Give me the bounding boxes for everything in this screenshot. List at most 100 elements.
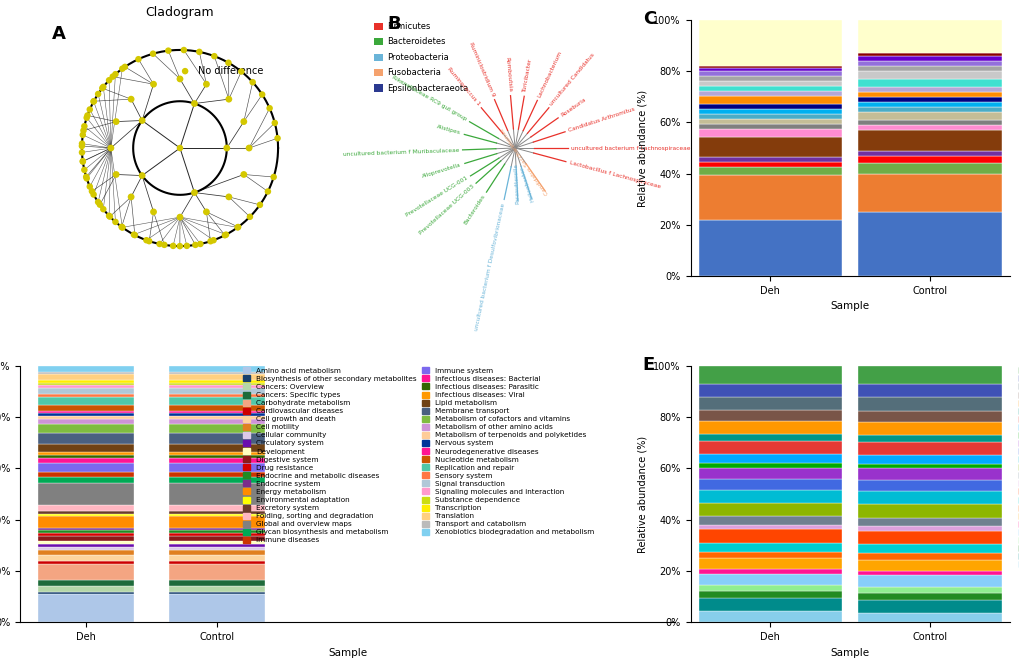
Point	[73, 141, 90, 152]
Bar	[698, 543, 842, 551]
Point	[151, 239, 167, 250]
Point	[198, 207, 214, 217]
Bar	[168, 581, 264, 586]
Point	[133, 170, 150, 181]
Point	[240, 143, 257, 154]
Bar	[698, 104, 842, 109]
Bar	[857, 469, 1001, 479]
Bar	[857, 410, 1001, 422]
Bar	[857, 553, 1001, 560]
X-axis label: Sample: Sample	[829, 301, 869, 312]
Point	[78, 113, 95, 123]
Text: B: B	[386, 15, 400, 32]
Bar	[857, 479, 1001, 491]
Text: E: E	[642, 355, 654, 373]
Text: Turicibacter: Turicibacter	[522, 58, 533, 93]
Point	[156, 240, 172, 250]
Bar	[698, 167, 842, 175]
Bar	[38, 511, 133, 514]
Point	[216, 230, 232, 240]
Point	[254, 89, 270, 100]
Bar	[857, 79, 1001, 87]
Text: Alloprevotella: Alloprevotella	[421, 162, 462, 179]
Bar	[38, 455, 133, 458]
Bar	[857, 71, 1001, 79]
Point	[133, 115, 150, 126]
Bar	[168, 388, 264, 394]
Point	[107, 216, 123, 227]
Point	[76, 165, 93, 175]
Bar	[857, 531, 1001, 544]
Bar	[698, 66, 842, 68]
Bar	[698, 441, 842, 454]
Bar	[168, 544, 264, 547]
Bar	[168, 374, 264, 380]
Bar	[857, 560, 1001, 571]
Bar	[857, 455, 1001, 464]
Point	[171, 212, 187, 222]
Point	[94, 83, 110, 93]
Bar	[38, 380, 133, 383]
Bar	[698, 162, 842, 167]
Bar	[168, 424, 264, 433]
Bar	[38, 366, 133, 371]
Bar	[168, 505, 264, 511]
Point	[113, 222, 129, 232]
Bar	[698, 591, 842, 598]
Point	[101, 211, 117, 221]
Bar	[38, 410, 133, 413]
Bar	[38, 397, 133, 405]
Bar	[38, 405, 133, 410]
Bar	[168, 452, 264, 455]
Text: Lachnobacterium: Lachnobacterium	[536, 50, 562, 98]
Point	[198, 79, 214, 89]
Point	[108, 117, 124, 127]
Bar	[168, 594, 264, 622]
Bar	[38, 383, 133, 385]
Bar	[857, 156, 1001, 164]
Bar	[698, 574, 842, 585]
Y-axis label: Relative abundance (%): Relative abundance (%)	[637, 89, 647, 207]
Point	[229, 222, 246, 232]
Point	[175, 45, 192, 56]
Bar	[698, 383, 842, 397]
Bar	[698, 397, 842, 410]
Legend: Translation, ribosomal structure and biogenesis, Transcription, Signal transduct: Translation, ribosomal structure and bio…	[1016, 364, 1019, 571]
Bar	[38, 433, 133, 444]
Bar	[698, 119, 842, 124]
Point	[187, 240, 204, 250]
Bar	[38, 581, 133, 586]
Text: Prevotellaceae UCG-001: Prevotellaceae UCG-001	[405, 175, 469, 218]
Bar	[698, 503, 842, 516]
Bar	[168, 528, 264, 530]
Point	[82, 181, 98, 192]
Bar	[698, 467, 842, 479]
Bar	[698, 454, 842, 463]
Point	[205, 235, 221, 246]
Bar	[698, 569, 842, 574]
Text: Lactobacillus f Lachnospiraceae: Lactobacillus f Lachnospiraceae	[569, 160, 660, 189]
Text: Candidatus Arthromitus: Candidatus Arthromitus	[568, 107, 635, 133]
Bar	[857, 112, 1001, 120]
Bar	[698, 20, 842, 66]
Bar	[38, 528, 133, 530]
Bar	[857, 571, 1001, 575]
Bar	[857, 150, 1001, 156]
Bar	[38, 394, 133, 397]
Bar	[168, 463, 264, 472]
Bar	[698, 91, 842, 96]
Point	[126, 230, 143, 240]
Bar	[857, 130, 1001, 150]
Bar	[857, 125, 1001, 130]
X-axis label: Sample: Sample	[328, 647, 367, 657]
Bar	[168, 383, 264, 385]
Point	[90, 197, 106, 207]
Bar	[38, 544, 133, 547]
Point	[73, 147, 90, 158]
Bar	[857, 518, 1001, 526]
Bar	[698, 220, 842, 276]
Bar	[38, 463, 133, 472]
Point	[141, 236, 157, 246]
Bar	[698, 68, 842, 71]
Bar	[38, 477, 133, 483]
